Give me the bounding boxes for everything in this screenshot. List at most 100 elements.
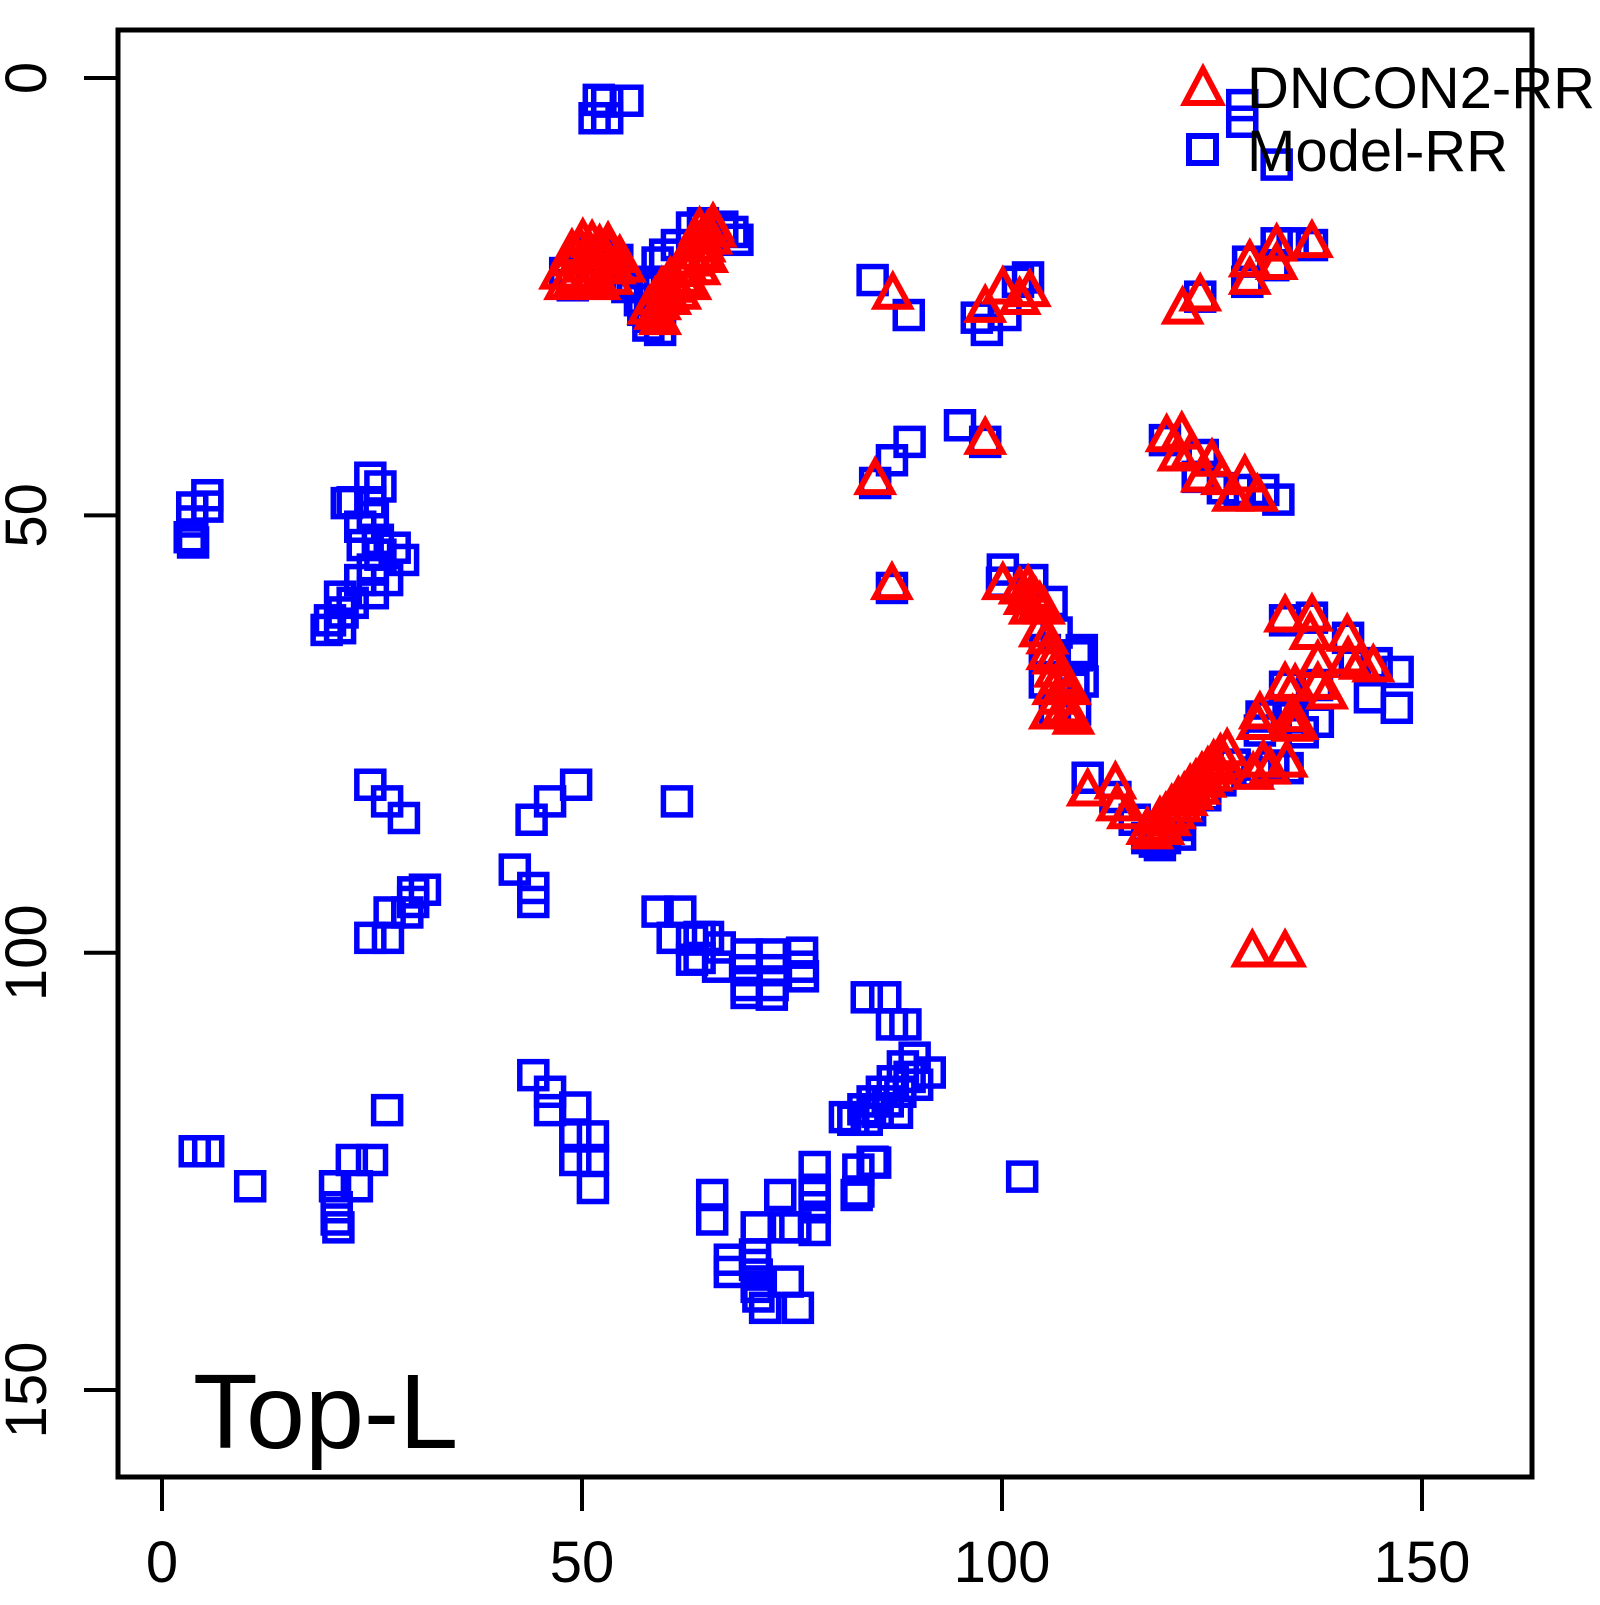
data-point-triangle — [1235, 471, 1280, 512]
data-point-square — [498, 853, 532, 886]
data-point-square — [770, 1211, 804, 1244]
data-point-square — [1225, 88, 1259, 122]
data-point-triangle — [1002, 574, 1047, 615]
data-point-square — [559, 1143, 592, 1177]
data-point-triangle — [1210, 471, 1256, 512]
x-tick-label: 0 — [146, 1530, 178, 1595]
data-point-square — [943, 409, 977, 442]
data-point-square — [1225, 105, 1259, 138]
data-point-triangle — [997, 274, 1042, 315]
data-point-square — [1353, 681, 1387, 714]
data-point-square — [771, 1265, 805, 1298]
data-point-square — [515, 803, 548, 836]
y-tick-label: 0 — [0, 62, 59, 94]
data-point-square — [755, 978, 789, 1011]
y-tick-label: 50 — [0, 483, 59, 548]
data-point-square — [660, 785, 694, 818]
data-point-square — [313, 604, 347, 637]
data-point-square — [371, 921, 405, 955]
data-point-square — [355, 1143, 389, 1177]
data-point-triangle — [1263, 927, 1308, 968]
data-point-square — [1260, 148, 1293, 181]
data-point-square — [233, 1169, 267, 1203]
data-point-triangle — [1051, 694, 1096, 735]
data-point-square — [880, 1096, 914, 1130]
data-point-triangle — [980, 264, 1025, 305]
data-point-square — [318, 1169, 352, 1203]
data-point-triangle — [585, 219, 631, 260]
data-point-square — [1071, 761, 1104, 795]
data-point-square — [856, 1145, 889, 1179]
data-point-square — [370, 785, 404, 818]
data-point-square — [173, 520, 206, 554]
x-axis: 0 50 100 150 — [146, 1477, 1471, 1595]
data-point-square — [378, 531, 411, 564]
data-point-triangle — [673, 214, 718, 255]
data-point-square — [740, 1211, 773, 1244]
legend: DNCON2-RR Model-RR — [1180, 56, 1595, 184]
data-point-square — [875, 443, 909, 477]
data-point-square — [840, 1178, 873, 1212]
data-point-square — [1005, 1160, 1039, 1193]
data-point-triangle — [1275, 699, 1320, 741]
data-point-square — [779, 1211, 812, 1244]
data-point-square — [356, 576, 390, 610]
data-point-square — [786, 960, 820, 993]
data-point-triangle — [870, 269, 915, 310]
data-point-square — [559, 1120, 592, 1153]
data-point-square — [798, 1190, 831, 1224]
data-point-square — [763, 1178, 797, 1212]
data-point-triangle — [1178, 271, 1223, 312]
annotation-top-l: Top-L — [193, 1353, 458, 1471]
data-point-square — [1065, 633, 1099, 667]
data-point-triangle — [869, 559, 915, 601]
x-tick-label: 50 — [550, 1530, 615, 1595]
data-point-square — [335, 1143, 369, 1177]
data-point-triangle — [1289, 591, 1335, 632]
data-point-triangle — [1264, 737, 1309, 778]
data-point-square — [370, 1093, 404, 1127]
data-point-triangle — [1205, 726, 1250, 767]
y-tick-label: 150 — [0, 1342, 59, 1439]
data-point-square — [798, 1213, 831, 1247]
data-point-square — [856, 263, 889, 297]
data-point-square — [346, 528, 380, 562]
data-point-square — [576, 1171, 610, 1205]
legend-square-icon — [1186, 133, 1219, 166]
data-point-triangle — [1189, 436, 1235, 477]
data-point-triangle — [963, 414, 1008, 455]
data-point-square — [748, 1291, 782, 1325]
data-point-triangle — [1156, 431, 1201, 472]
data-point-triangle — [1254, 221, 1299, 262]
y-tick-label: 100 — [0, 904, 59, 1001]
data-point-square — [191, 1135, 225, 1168]
data-point-triangle — [1254, 239, 1299, 280]
legend-triangle-icon — [1180, 62, 1226, 106]
data-point-square — [354, 921, 387, 955]
data-point-square — [576, 1120, 610, 1153]
data-point-triangle — [1105, 789, 1151, 830]
data-point-square — [828, 1100, 862, 1134]
series-model-rr — [173, 83, 1414, 1325]
data-point-square — [850, 981, 884, 1014]
data-point-square — [322, 1211, 355, 1244]
data-point-triangle — [1289, 217, 1335, 259]
data-point-triangle — [1027, 689, 1072, 730]
data-point-triangle — [1263, 592, 1308, 633]
data-point-triangle — [1295, 637, 1340, 678]
data-point-triangle — [577, 259, 622, 301]
data-point-triangle — [963, 282, 1008, 323]
legend-label-dncon2: DNCON2-RR — [1247, 56, 1595, 121]
x-tick-label: 150 — [1374, 1530, 1471, 1595]
x-tick-label: 100 — [954, 1530, 1051, 1595]
data-point-triangle — [1230, 927, 1275, 968]
data-point-triangle — [590, 254, 635, 295]
data-point-square — [695, 1203, 729, 1236]
data-point-triangle — [1351, 642, 1396, 683]
data-point-square — [176, 526, 210, 559]
data-point-square — [517, 885, 550, 919]
data-point-square — [191, 478, 224, 512]
data-point-square — [1262, 483, 1295, 516]
data-point-triangle — [1325, 611, 1370, 652]
data-point-triangle — [1247, 744, 1293, 785]
